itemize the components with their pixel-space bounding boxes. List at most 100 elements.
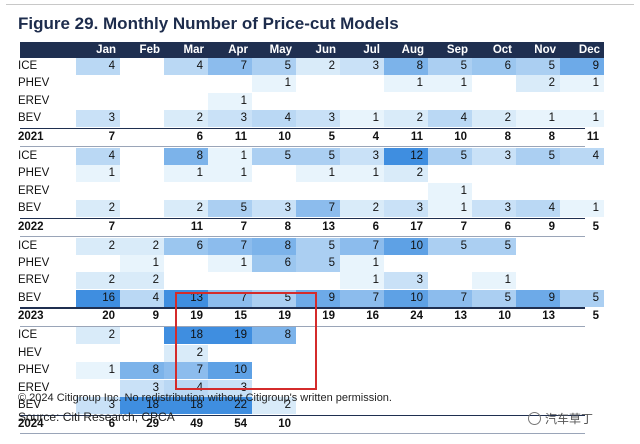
row-label-2023-erev: EREV <box>18 274 50 287</box>
row-label-2023-phev: PHEV <box>18 256 50 269</box>
cell-2023-ice-oct: 5 <box>472 237 516 255</box>
cell-2022-bev-oct: 3 <box>472 200 516 218</box>
total-2023-aug: 24 <box>410 310 423 323</box>
row-label-2021-phev: PHEV <box>18 77 50 90</box>
row-label-2024-hev: HEV <box>18 346 42 359</box>
cell-2022-phev-aug: 2 <box>384 165 428 183</box>
cell-2023-bev-nov: 9 <box>516 289 560 307</box>
total-2021-jan: 7 <box>108 130 115 143</box>
cell-2022-ice-apr: 1 <box>208 147 252 165</box>
cell-2023-bev-jul: 7 <box>340 289 384 307</box>
cell-2021-bev-apr: 3 <box>208 110 252 128</box>
cell-2023-bev-jan: 16 <box>76 289 120 307</box>
month-header-feb: Feb <box>120 42 164 58</box>
year-separator-2021 <box>20 127 585 130</box>
month-header-aug: Aug <box>384 42 428 58</box>
total-2021-may: 10 <box>278 130 291 143</box>
cell-2022-ice-jan: 4 <box>76 147 120 165</box>
cell-2021-bev-jul: 1 <box>340 110 384 128</box>
cell-2022-bev-jan: 2 <box>76 200 120 218</box>
total-2022-dec: 5 <box>592 220 599 233</box>
total-2024-mar: 49 <box>190 417 203 430</box>
cell-2023-phev-jun: 5 <box>296 254 340 272</box>
cell-2021-bev-jun: 3 <box>296 110 340 128</box>
cell-2023-ice-jan: 2 <box>76 237 120 255</box>
row-label-2021-erev: EREV <box>18 94 50 107</box>
watermark-text: 汽车草丁 <box>545 412 594 426</box>
cell-2023-phev-jul: 1 <box>340 254 384 272</box>
total-2023-apr: 15 <box>234 310 247 323</box>
cell-2023-ice-mar: 6 <box>164 237 208 255</box>
cell-2024-bev-apr: 22 <box>208 397 252 415</box>
cell-2024-phev-jan: 1 <box>76 362 120 380</box>
cell-2023-bev-apr: 7 <box>208 289 252 307</box>
cell-2023-ice-sep: 5 <box>428 237 472 255</box>
total-2024-may: 10 <box>278 417 291 430</box>
cell-2021-ice-oct: 6 <box>472 58 516 75</box>
cell-2023-erev-aug: 3 <box>384 272 428 290</box>
cell-2022-bev-dec: 1 <box>560 200 604 218</box>
cell-2023-phev-feb: 1 <box>120 254 164 272</box>
cell-2023-erev-jan: 2 <box>76 272 120 290</box>
cell-2023-bev-sep: 7 <box>428 289 472 307</box>
cell-2021-ice-jun: 2 <box>296 58 340 75</box>
total-2022-jun: 13 <box>322 220 335 233</box>
total-2023-oct: 10 <box>498 310 511 323</box>
cell-2021-phev-nov: 2 <box>516 75 560 93</box>
total-2022-oct: 6 <box>504 220 511 233</box>
cell-2023-bev-dec: 5 <box>560 289 604 307</box>
cell-2021-ice-aug: 8 <box>384 58 428 75</box>
total-2021-apr: 11 <box>234 130 247 143</box>
cell-2022-ice-oct: 3 <box>472 147 516 165</box>
cell-2022-bev-apr: 5 <box>208 200 252 218</box>
month-header-apr: Apr <box>208 42 252 58</box>
total-2021-oct: 8 <box>504 130 511 143</box>
year-total-label-2024: 2024 <box>18 417 44 430</box>
total-2024-jan: 6 <box>108 417 115 430</box>
cell-2021-ice-nov: 5 <box>516 58 560 75</box>
cell-2021-bev-jan: 3 <box>76 110 120 128</box>
cell-2021-ice-apr: 7 <box>208 58 252 75</box>
total-2023-jul: 16 <box>366 310 379 323</box>
row-label-2024-bev: BEV <box>18 399 42 412</box>
cell-2024-erev-feb: 3 <box>120 379 164 397</box>
cell-2022-phev-apr: 1 <box>208 165 252 183</box>
cell-2024-ice-apr: 19 <box>208 327 252 345</box>
row-label-2022-erev: EREV <box>18 184 50 197</box>
cell-2021-phev-dec: 1 <box>560 75 604 93</box>
cell-2023-ice-may: 8 <box>252 237 296 255</box>
row-label-2021-ice: ICE <box>18 60 38 72</box>
top-rule <box>6 4 634 5</box>
total-2021-aug: 11 <box>410 130 423 143</box>
row-label-2023-bev: BEV <box>18 291 42 304</box>
cell-2021-ice-sep: 5 <box>428 58 472 75</box>
year-separator-2023 <box>20 307 585 309</box>
cell-2023-bev-oct: 5 <box>472 289 516 307</box>
total-2023-mar: 19 <box>190 310 203 323</box>
cell-2022-phev-jan: 1 <box>76 165 120 183</box>
cell-2024-bev-mar: 18 <box>164 397 208 415</box>
cell-2024-bev-feb: 18 <box>120 397 164 415</box>
cell-2023-bev-aug: 10 <box>384 289 428 307</box>
total-2022-mar: 11 <box>190 220 203 233</box>
cell-2022-ice-may: 5 <box>252 147 296 165</box>
cell-2022-bev-jun: 7 <box>296 200 340 218</box>
cell-2022-ice-nov: 5 <box>516 147 560 165</box>
total-2022-may: 8 <box>284 220 291 233</box>
cell-2023-bev-feb: 4 <box>120 289 164 307</box>
total-2021-mar: 6 <box>196 130 203 143</box>
total-2021-nov: 8 <box>548 130 555 143</box>
cell-2023-ice-feb: 2 <box>120 237 164 255</box>
row-label-2023-ice: ICE <box>18 239 38 252</box>
cell-2022-erev-sep: 1 <box>428 182 472 200</box>
year-bottom-rule-2024 <box>20 432 585 434</box>
cell-2022-bev-aug: 3 <box>384 200 428 218</box>
total-2023-sep: 13 <box>454 310 467 323</box>
chart-title: Figure 29. Monthly Number of Price-cut M… <box>18 14 399 33</box>
month-header-jul: Jul <box>340 42 384 58</box>
total-2023-jun: 19 <box>322 310 335 323</box>
cell-2021-phev-sep: 1 <box>428 75 472 93</box>
month-header-sep: Sep <box>428 42 472 58</box>
month-header-oct: Oct <box>472 42 516 58</box>
year-total-label-2021: 2021 <box>18 130 44 143</box>
